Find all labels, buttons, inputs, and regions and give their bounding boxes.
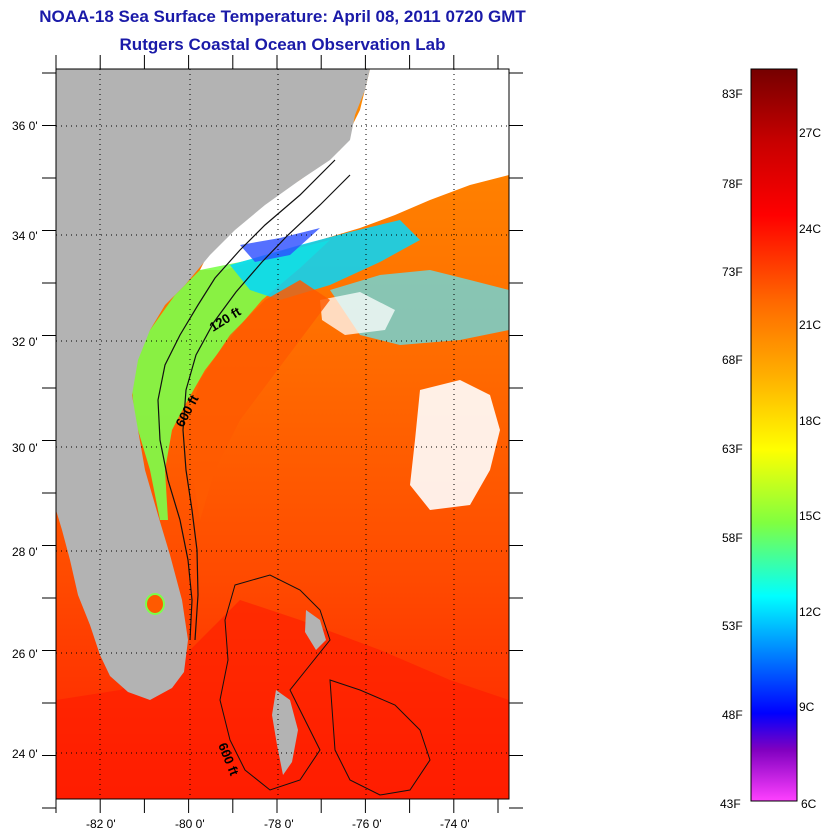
lat-label-28: 28 0' bbox=[12, 545, 38, 559]
lake-okeechobee bbox=[145, 593, 165, 615]
map-ticks bbox=[42, 55, 523, 813]
colorbar-label-83f: 83F bbox=[722, 87, 743, 101]
land-mass bbox=[56, 69, 370, 700]
lon-label-80: -80 0' bbox=[175, 817, 205, 831]
colorbar-label-21c: 21C bbox=[799, 318, 821, 332]
isobath-600ft bbox=[182, 174, 351, 641]
colorbar bbox=[750, 68, 798, 802]
warm-gulf-stream bbox=[185, 280, 330, 520]
cloud-mask-north bbox=[200, 69, 509, 270]
lat-label-34: 34 0' bbox=[12, 229, 38, 243]
colorbar-label-43f: 43F bbox=[720, 797, 741, 811]
colorbar-label-73f: 73F bbox=[722, 265, 743, 279]
colorbar-label-12c: 12C bbox=[799, 605, 821, 619]
colorbar-label-63f: 63F bbox=[722, 442, 743, 456]
bahamas-island bbox=[272, 690, 298, 775]
isobath-120ft bbox=[157, 159, 336, 641]
cold-water-patches-2 bbox=[240, 228, 320, 262]
colorbar-label-68f: 68F bbox=[722, 353, 743, 367]
colorbar-label-24c: 24C bbox=[799, 222, 821, 236]
cloud-patches-east bbox=[410, 380, 500, 510]
bahamas-contours bbox=[219, 574, 331, 791]
colorbar-label-6c: 6C bbox=[801, 797, 817, 811]
map-subtitle: Rutgers Coastal Ocean Observation Lab bbox=[119, 35, 446, 54]
colorbar-label-78f: 78F bbox=[722, 177, 743, 191]
colorbar-label-48f: 48F bbox=[722, 708, 743, 722]
bahamas-contours-2 bbox=[329, 679, 431, 796]
lon-label-82: -82 0' bbox=[86, 817, 116, 831]
colorbar-label-15c: 15C bbox=[799, 509, 821, 523]
colorbar-label-53f: 53F bbox=[722, 619, 743, 633]
lon-label-74: -74 0' bbox=[440, 817, 470, 831]
graticule bbox=[56, 69, 509, 799]
colorbar-label-18c: 18C bbox=[799, 414, 821, 428]
lon-label-76: -76 0' bbox=[352, 817, 382, 831]
lat-label-26: 26 0' bbox=[12, 647, 38, 661]
colorbar-label-58f: 58F bbox=[722, 531, 743, 545]
cool-shelf-band bbox=[130, 240, 330, 520]
cloud-patches-center bbox=[320, 292, 395, 335]
lat-label-24: 24 0' bbox=[12, 747, 38, 761]
lon-label-78: -78 0' bbox=[264, 817, 294, 831]
colorbar-label-27c: 27C bbox=[799, 126, 821, 140]
colorbar-label-9c: 9C bbox=[799, 700, 815, 714]
map-title: NOAA-18 Sea Surface Temperature: April 0… bbox=[39, 7, 526, 26]
lat-label-36: 36 0' bbox=[12, 119, 38, 133]
bahamas-island-2 bbox=[305, 610, 326, 650]
lat-label-30: 30 0' bbox=[12, 441, 38, 455]
map-frame bbox=[55, 68, 510, 800]
lat-label-32: 32 0' bbox=[12, 335, 38, 349]
